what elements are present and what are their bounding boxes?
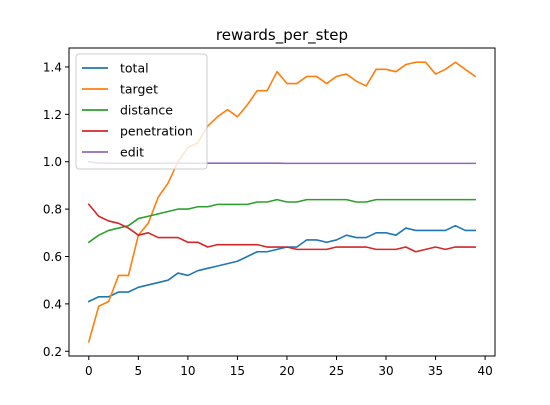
series-layer bbox=[87, 61, 477, 343]
chart-title: rewards_per_step bbox=[216, 26, 348, 45]
legend-label-total: total bbox=[120, 61, 149, 76]
legend-label-target: target bbox=[120, 82, 158, 97]
y-tick-label: 1.0 bbox=[43, 155, 62, 169]
y-tick-label: 0.2 bbox=[43, 345, 62, 359]
legend-label-edit: edit bbox=[120, 145, 144, 160]
series-line-penetration bbox=[87, 203, 476, 253]
y-tick-label: 0.4 bbox=[43, 297, 62, 311]
x-tick-label: 0 bbox=[85, 364, 93, 378]
y-tick-label: 1.2 bbox=[43, 108, 62, 122]
x-tick-label: 15 bbox=[230, 364, 245, 378]
series-line-distance bbox=[87, 198, 476, 244]
x-tick-label: 5 bbox=[135, 364, 143, 378]
x-tick-label: 25 bbox=[329, 364, 344, 378]
x-tick-label: 10 bbox=[180, 364, 195, 378]
y-axis: 0.2 0.4 0.6 0.8 1.0 1.2 1.4 bbox=[43, 60, 69, 359]
legend: total target distance penetration edit bbox=[75, 53, 208, 170]
x-axis: 0 5 10 15 20 25 30 35 40 bbox=[85, 356, 493, 378]
legend-box bbox=[75, 53, 208, 170]
plot-frame bbox=[68, 47, 496, 357]
y-tick-label: 0.6 bbox=[43, 250, 62, 264]
x-tick-label: 20 bbox=[279, 364, 294, 378]
x-tick-label: 35 bbox=[428, 364, 443, 378]
x-tick-label: 30 bbox=[378, 364, 393, 378]
series-line-target bbox=[87, 61, 477, 343]
x-tick-label: 40 bbox=[477, 364, 492, 378]
series-line-total bbox=[87, 224, 476, 303]
y-tick-label: 0.8 bbox=[43, 203, 62, 217]
y-tick-label: 1.4 bbox=[43, 60, 62, 74]
legend-label-distance: distance bbox=[120, 103, 173, 118]
legend-label-penetration: penetration bbox=[120, 124, 193, 139]
